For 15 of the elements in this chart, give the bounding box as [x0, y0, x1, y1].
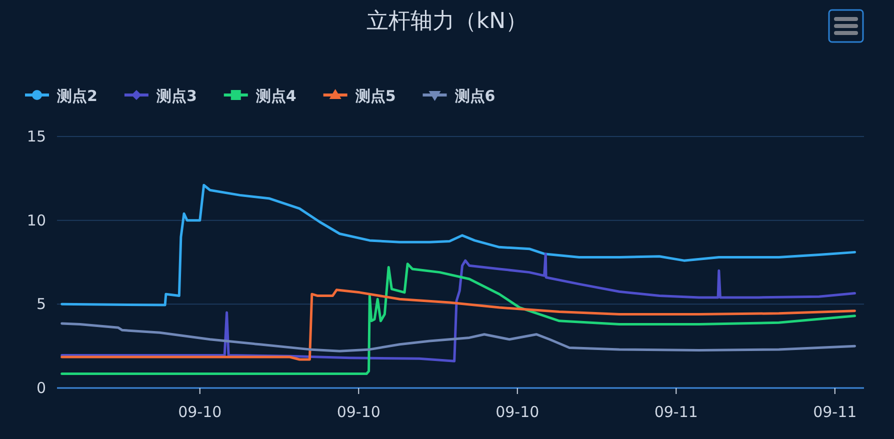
x-tick-label: 09-10	[178, 403, 222, 421]
legend-label: 测点5	[354, 87, 396, 105]
chart-title: 立杆轴力（kN）	[366, 9, 528, 34]
x-tick-label: 09-11	[813, 403, 857, 421]
legend-label: 测点6	[454, 87, 496, 105]
y-tick-label: 5	[36, 295, 46, 314]
x-tick-label: 09-10	[496, 403, 540, 421]
legend-label: 测点3	[155, 87, 197, 105]
x-tick-label: 09-10	[336, 403, 380, 421]
y-tick-label: 0	[36, 379, 46, 397]
legend-label: 测点4	[254, 87, 296, 105]
y-tick-label: 10	[26, 211, 46, 230]
x-tick-label: 09-11	[654, 403, 698, 421]
y-tick-label: 15	[26, 128, 46, 146]
legend-label: 测点2	[56, 87, 98, 105]
